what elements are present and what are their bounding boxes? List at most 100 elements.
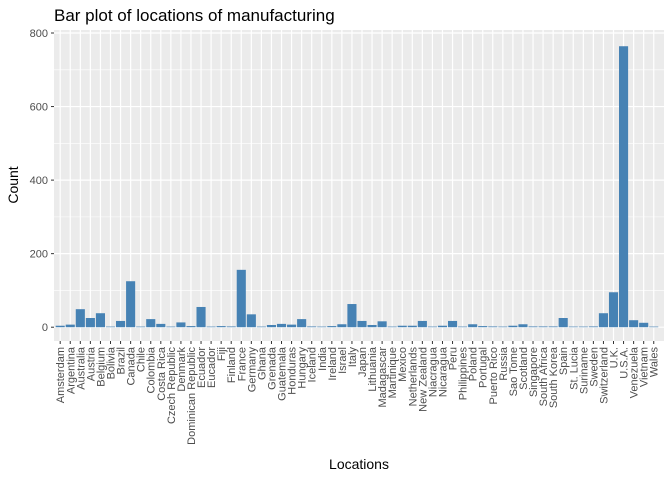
x-axis-title: Locations [329,456,389,472]
x-tick-label: Poland [468,347,480,381]
x-tick-label: Martinique [387,347,399,398]
x-tick-label: Honduras [287,347,299,395]
x-tick-label: Mexico [397,347,409,382]
x-tick-label: Singapore [528,347,540,397]
y-tick-label: 600 [30,102,48,114]
x-tick-label: Eucador [206,347,218,388]
bar [427,326,437,328]
x-tick-label: Austria [85,346,97,381]
bar [166,326,176,328]
x-tick-label: Brazil [116,347,128,375]
bars [55,46,659,328]
bar [568,326,578,328]
x-tick-label: Grenada [266,346,278,390]
bar [307,326,317,328]
bar [186,326,196,328]
bar [508,325,518,328]
bar [357,320,367,328]
y-tick-label: 800 [30,28,48,40]
x-tick-label: Lithuania [367,346,379,392]
x-tick-label: St. Lucia [568,346,580,390]
x-tick-label: Dominican Republic [186,347,198,445]
chart-title: Bar plot of locations of manufacturing [54,6,335,25]
bar [598,313,608,328]
x-tick-label: Portugal [478,347,490,388]
bar [558,318,568,328]
x-tick-label: Finland [226,347,238,383]
x-tick-label: Spain [558,347,570,375]
bar [266,324,277,328]
x-tick-label: Scotland [518,347,530,390]
bar [619,46,629,328]
x-tick-label: Ecuador [196,347,208,388]
bar [468,324,478,328]
bar [226,326,236,328]
x-tick-label: France [236,347,248,381]
x-tick-label: Ghana [256,346,268,380]
bar [437,325,448,328]
x-tick-label: Suriname [578,347,590,394]
x-tick-label: Philippines [458,347,470,401]
bar [538,326,548,328]
x-tick-label: South Korea [548,346,560,408]
y-tick-label: 400 [30,175,48,187]
bar [216,326,226,328]
x-tick-label: Amsterdam [55,347,67,403]
x-tick-label: Bolivia [106,346,118,379]
bar [65,324,75,328]
x-tick-label: U.K. [609,347,621,368]
bar [196,306,206,328]
bar [588,326,598,328]
x-tick-label: Germany [246,347,258,393]
bar [276,323,287,328]
bar [498,326,508,328]
bar [146,319,156,328]
bar [528,326,538,328]
x-tick-label: Venezuela [629,346,641,398]
x-tick-label: Hungary [297,347,309,389]
x-tick-label: Czech Republic [166,347,178,425]
bar [136,326,146,328]
y-tick-label: 200 [30,249,48,261]
bar [337,324,347,328]
x-tick-label: Russia [498,346,510,381]
x-tick-label: Sweden [588,347,600,387]
bar [126,281,136,328]
bar [297,319,307,328]
x-tick-label: Israel [337,347,349,374]
x-tick-label: South Africa [538,346,550,406]
bar [156,323,166,328]
bar [256,326,266,328]
y-tick-label: 0 [42,322,48,334]
x-tick-label: Vietnam [639,347,651,387]
y-axis-title: Count [5,166,21,203]
x-tick-label: Madagascar [377,347,389,408]
x-tick-label: Japan [357,347,369,377]
x-tick-label: India [317,346,329,371]
bar [478,326,488,328]
x-tick-label: Australia [75,346,87,390]
bar [639,322,649,328]
bar [327,326,337,328]
x-tick-label: Switzerland [598,347,610,404]
bar [236,269,246,328]
bar [347,304,357,328]
x-tick-label: Argentina [65,346,77,394]
x-tick-label: Denmark [176,347,188,392]
bar [548,326,558,328]
bar [75,309,85,328]
bar [377,321,387,328]
bar [447,320,458,328]
x-tick-label: Chile [136,347,148,372]
bar [317,326,327,328]
x-tick-label: Belgium [95,347,107,387]
bar [417,320,427,328]
x-tick-label: Costa Rica [156,346,168,401]
bar [488,326,498,328]
bar [367,324,377,328]
bar [629,320,639,328]
x-tick-label: Sao Tome [508,347,520,396]
bar [85,318,95,328]
bar [608,292,619,328]
bar [387,326,397,328]
